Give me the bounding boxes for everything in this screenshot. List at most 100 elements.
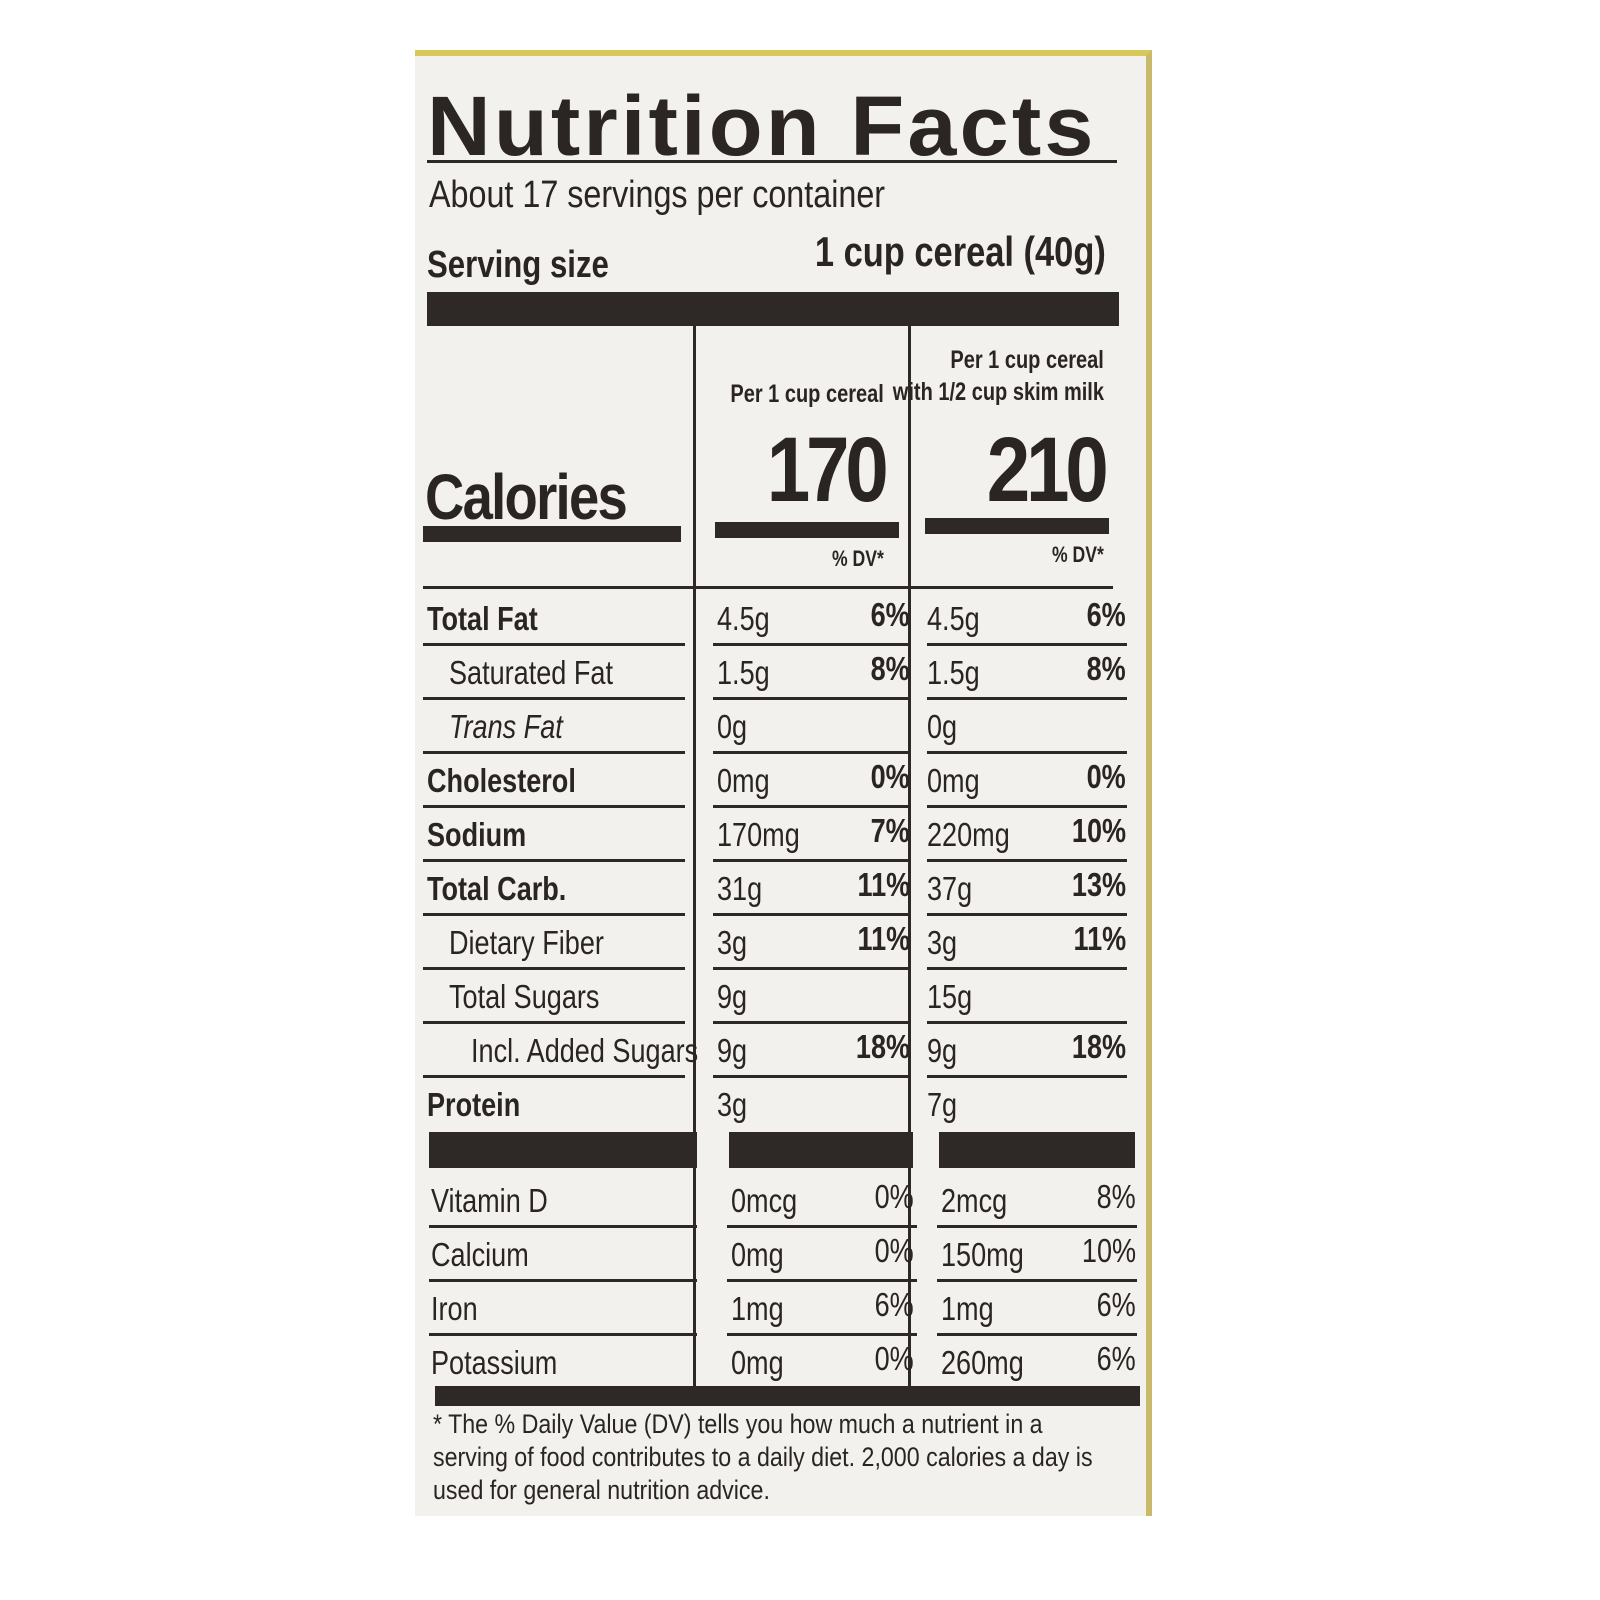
row-divider: [713, 967, 909, 970]
amount-column-1: 0mg: [731, 1236, 784, 1273]
dv-column-1: 0%: [874, 1178, 914, 1215]
dv-column-2: 6%: [1096, 1340, 1136, 1377]
row-divider: [429, 1279, 697, 1282]
amount-column-2: 0g: [927, 708, 958, 745]
nutrient-name: Protein: [427, 1086, 521, 1123]
row-divider: [927, 913, 1127, 916]
row-divider: [727, 1279, 917, 1282]
amount-column-2: 1mg: [941, 1290, 994, 1327]
vitamin-name: Vitamin D: [431, 1182, 548, 1219]
row-divider: [713, 643, 909, 646]
column-divider: [908, 326, 911, 1386]
amount-column-1: 0mg: [731, 1344, 784, 1381]
dv-column-1: 0%: [874, 1340, 914, 1377]
row-divider: [423, 643, 685, 646]
amount-column-1: 0mcg: [731, 1182, 798, 1219]
row-divider: [423, 805, 685, 808]
nutrient-row: Total Sugars 9g 15g: [421, 970, 1136, 1024]
dv-column-2: 6%: [1096, 1286, 1136, 1323]
row-divider: [927, 805, 1127, 808]
amount-column-2: 220mg: [927, 816, 1010, 853]
nutrient-name: Incl. Added Sugars: [471, 1032, 699, 1069]
servings-per-container: About 17 servings per container: [429, 174, 886, 216]
amount-column-1: 9g: [717, 978, 748, 1015]
dv-column-1: 6%: [874, 1286, 914, 1323]
amount-column-2: 7g: [927, 1086, 958, 1123]
dv-column-2: 8%: [1086, 650, 1126, 687]
amount-column-1: 1.5g: [717, 654, 770, 691]
amount-column-2: 1.5g: [927, 654, 980, 691]
nutrient-row: Trans Fat 0g 0g: [421, 700, 1136, 754]
dv-header-column-2: % DV*: [1052, 542, 1104, 567]
nutrient-row: Sodium 170mg 7% 220mg 10%: [421, 808, 1136, 862]
amount-column-1: 0g: [717, 708, 748, 745]
nutrient-name: Dietary Fiber: [449, 924, 604, 961]
row-divider: [713, 913, 909, 916]
row-divider: [927, 751, 1127, 754]
amount-column-2: 2mcg: [941, 1182, 1008, 1219]
column-1-header: Per 1 cup cereal: [730, 380, 884, 408]
thick-divider: [939, 1132, 1135, 1168]
dv-column-1: 18%: [855, 1028, 910, 1065]
row-divider: [423, 913, 685, 916]
row-divider: [927, 1075, 1127, 1078]
amount-column-1: 3g: [717, 924, 748, 961]
column-2-header-line1: Per 1 cup cereal: [950, 346, 1104, 374]
dv-column-1: 6%: [870, 596, 910, 633]
dv-column-1: 0%: [870, 758, 910, 795]
amount-column-2: 3g: [927, 924, 958, 961]
dv-column-2: 11%: [1073, 920, 1126, 957]
nutrient-row: Total Fat 4.5g 6% 4.5g 6%: [421, 592, 1136, 646]
nutrient-name: Total Sugars: [449, 978, 600, 1015]
nutrient-name: Cholesterol: [427, 762, 576, 799]
row-divider: [713, 859, 909, 862]
row-divider: [423, 697, 685, 700]
row-divider: [727, 1333, 917, 1336]
row-divider: [713, 751, 909, 754]
row-divider: [937, 1279, 1137, 1282]
dv-column-1: 8%: [870, 650, 910, 687]
amount-column-1: 31g: [717, 870, 763, 907]
nutrient-row: Cholesterol 0mg 0% 0mg 0%: [421, 754, 1136, 808]
amount-column-1: 1mg: [731, 1290, 784, 1327]
dv-column-2: 0%: [1086, 758, 1126, 795]
footnote: * The % Daily Value (DV) tells you how m…: [433, 1409, 1093, 1505]
calories-bar: [423, 526, 681, 542]
amount-column-2: 15g: [927, 978, 973, 1015]
dv-column-1: 7%: [870, 812, 910, 849]
nutrient-row: Dietary Fiber 3g 11% 3g 11%: [421, 916, 1136, 970]
row-divider: [713, 805, 909, 808]
calories-bar: [715, 522, 899, 538]
nutrient-row: Total Carb. 31g 11% 37g 13%: [421, 862, 1136, 916]
calories-column-2: 210: [986, 419, 1108, 521]
row-divider: [423, 967, 685, 970]
dv-column-2: 6%: [1086, 596, 1126, 633]
amount-column-2: 0mg: [927, 762, 980, 799]
row-divider: [429, 1333, 697, 1336]
dv-column-2: 10%: [1081, 1232, 1136, 1269]
dv-column-2: 8%: [1096, 1178, 1136, 1215]
row-divider: [927, 859, 1127, 862]
serving-size-value: 1 cup cereal (40g): [815, 228, 1106, 275]
dv-column-1: 11%: [857, 866, 910, 903]
amount-column-1: 3g: [717, 1086, 748, 1123]
row-divider: [423, 751, 685, 754]
divider: [427, 160, 1117, 163]
row-divider: [713, 1021, 909, 1024]
row-divider: [713, 1075, 909, 1078]
row-divider: [937, 1225, 1137, 1228]
calories-column-1: 170: [766, 419, 888, 521]
amount-column-2: 37g: [927, 870, 973, 907]
serving-size-label: Serving size: [427, 244, 609, 286]
row-divider: [423, 1075, 685, 1078]
nutrition-facts-label: Nutrition Facts About 17 servings per co…: [415, 50, 1152, 1516]
nutrient-row: Protein 3g 7g: [421, 1078, 1136, 1132]
row-divider: [927, 967, 1127, 970]
amount-column-1: 0mg: [717, 762, 770, 799]
dv-header-column-1: % DV*: [832, 546, 884, 571]
row-divider: [937, 1333, 1137, 1336]
column-2-header-line2: with 1/2 cup skim milk: [892, 378, 1104, 406]
row-divider: [927, 697, 1127, 700]
nutrient-row: Incl. Added Sugars 9g 18% 9g 18%: [421, 1024, 1136, 1078]
vitamin-name: Potassium: [431, 1344, 558, 1381]
